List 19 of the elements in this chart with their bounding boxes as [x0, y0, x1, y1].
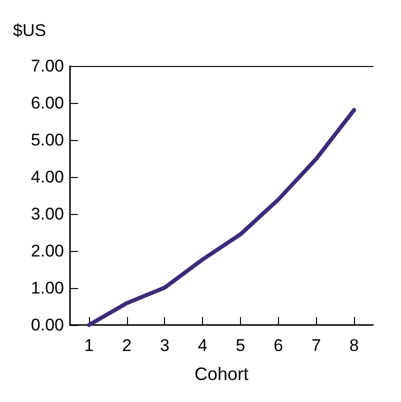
y-tick-label: 5.00 [30, 130, 64, 150]
y-tick-label: 4.00 [30, 168, 64, 186]
y-tick-label: 2.00 [30, 242, 64, 260]
x-tick-label: 2 [122, 336, 132, 355]
x-tick-label: 3 [160, 336, 170, 355]
y-tick-label: 7.00 [30, 56, 64, 76]
x-axis-title: Cohort [194, 364, 249, 384]
x-tick-label: 8 [349, 336, 359, 355]
x-tick-label: 1 [84, 336, 94, 355]
y-tick-label: 3.00 [30, 204, 64, 224]
y-axis-title: $US [13, 21, 46, 40]
y-tick-label: 1.00 [30, 278, 64, 298]
x-tick-label: 7 [311, 336, 321, 355]
x-tick-label: 5 [236, 336, 246, 355]
x-tick-label: 4 [198, 336, 208, 355]
y-tick-label: 0.00 [30, 316, 64, 334]
x-tick-label: 6 [274, 336, 284, 355]
y-tick-label: 6.00 [30, 94, 64, 112]
line-series [86, 108, 356, 327]
